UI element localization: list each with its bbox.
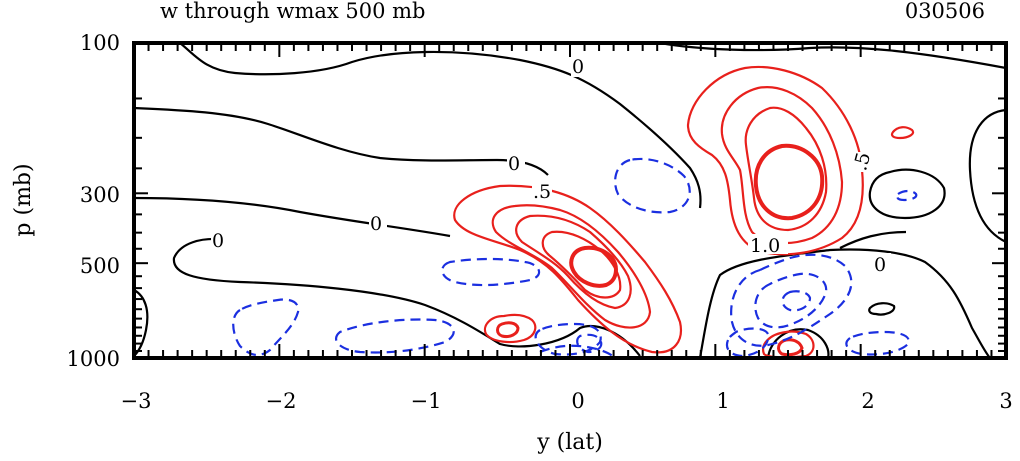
y-axis-label: p (mb) [11,163,36,236]
positive-contour-peak-left [569,245,618,288]
zero-contour-far-right [968,108,1006,243]
x-tick-labels: −3 −2 −1 0 1 2 3 [121,389,1013,413]
x-tick-label: 3 [999,389,1012,413]
contour-label-0-right: 0 [874,254,886,276]
contour-label-0-mid: 0 [508,153,520,175]
positive-contour-low-left-outer [483,313,537,344]
chart-title: w through wmax 500 mb [160,0,426,23]
contour-label-0-top: 0 [572,56,584,78]
negative-contour-h3 [781,290,812,312]
contour-label-0-center: 0 [370,213,382,235]
negative-contour-i [845,330,910,356]
negative-contour-h4 [725,327,770,358]
positive-contour-7 [744,106,828,232]
zero-contour-loop [172,237,641,357]
negative-contour-h1 [730,253,853,347]
negative-contour-c [232,298,300,356]
positive-contour-2 [491,204,652,329]
contour-field [134,43,1006,358]
zero-contour-left-top [134,106,549,176]
positive-contours [453,65,915,358]
negative-contour-g [539,344,616,358]
zero-contour-top-right [659,43,1006,70]
x-tick-label: −3 [121,389,152,413]
x-tick-label: 0 [571,389,584,413]
y-tick-label: 100 [80,31,120,55]
positive-contour-low-right-inner [777,338,804,357]
negative-contour-f [576,333,603,354]
negative-contour-j [896,189,918,202]
zero-contour-small-right [868,302,896,316]
x-tick-label: 1 [716,389,729,413]
x-tick-label: −2 [266,389,297,413]
contour-label-0.5-right: .5 [849,150,875,173]
y-tick-label: 300 [80,183,120,207]
negative-contours [232,157,918,358]
positive-contour-1 [453,184,682,354]
plot-frame [132,41,1008,360]
negative-contour-a [614,157,691,214]
positive-contour-peak-right [753,143,825,221]
negative-contour-h2 [754,272,828,329]
contour-label-0-left: 0 [212,230,224,252]
y-tick-label: 1000 [67,347,120,371]
zero-contours [134,43,1006,358]
negative-contour-b [441,257,541,287]
y-tick-label: 500 [80,254,120,278]
negative-contour-d [335,318,455,354]
positive-contour-spot-a [890,126,915,140]
contour-label-0.5-left: .5 [533,181,551,203]
zero-contour-upper [179,43,702,209]
zero-contour-left-mid [134,196,451,238]
zero-contour-right-upper-bend [839,230,907,249]
x-tick-label: 2 [861,389,874,413]
y-tick-labels: 100 300 500 1000 [67,31,120,371]
positive-contour-low-left-inner [496,321,520,338]
zero-contour-closed-right [868,168,946,220]
positive-contour-5 [686,65,864,256]
zero-contour-lower-right [698,248,991,358]
chart-date-label: 030506 [905,0,985,23]
contour-label-1.0: 1.0 [750,235,780,257]
contour-labels: 0 0 0 0 0 .5 .5 1.0 [211,55,891,276]
frame-ticks [134,42,1006,359]
x-tick-label: −1 [411,389,442,413]
positive-contour-3 [515,214,632,310]
x-axis-label: y (lat) [536,430,603,455]
